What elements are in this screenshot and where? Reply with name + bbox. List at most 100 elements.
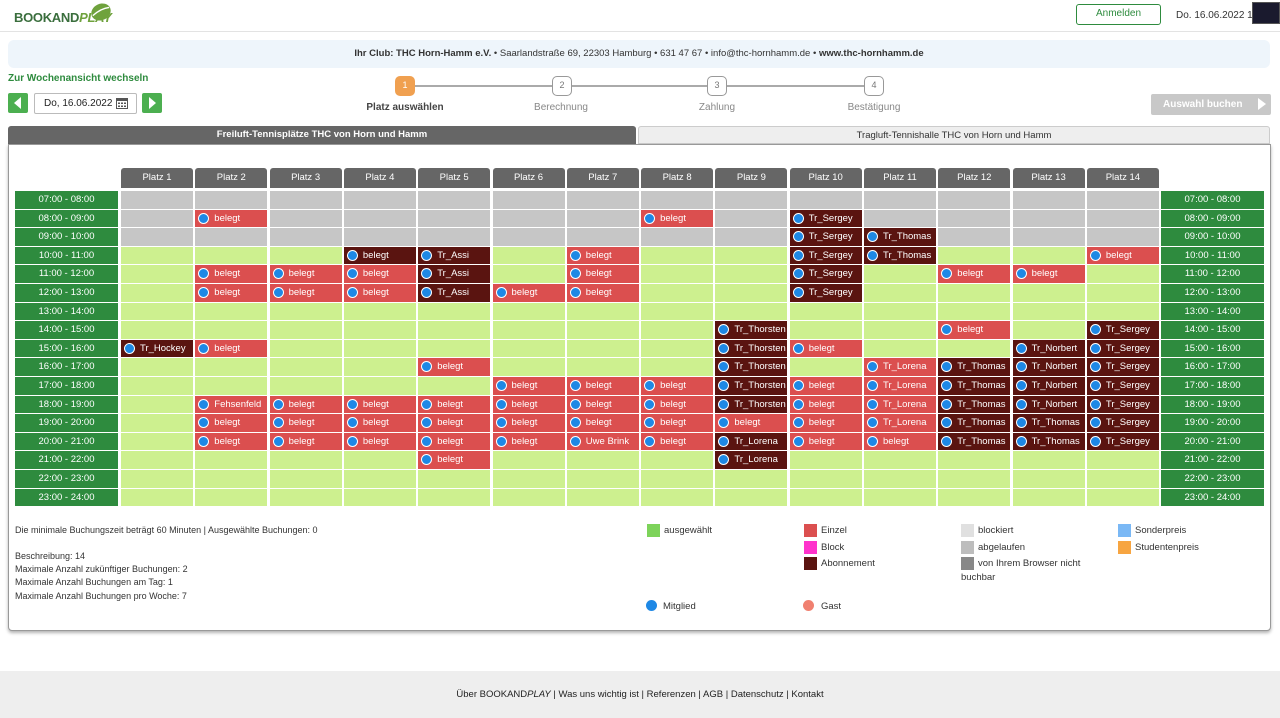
free-slot-cell[interactable] [641,358,714,376]
free-slot-cell[interactable] [1012,302,1085,321]
free-slot-cell[interactable] [566,488,639,507]
free-slot-cell[interactable] [195,302,268,321]
tab-indoor-hall[interactable]: Tragluft-Tennishalle THC von Horn und Ha… [638,126,1270,144]
free-slot-cell[interactable] [195,358,268,376]
free-slot-cell[interactable] [641,321,714,339]
free-slot-cell[interactable] [1086,302,1159,321]
free-slot-cell[interactable] [343,377,416,395]
free-slot-cell[interactable] [492,339,565,358]
free-slot-cell[interactable] [641,302,714,321]
tab-outdoor-courts[interactable]: Freiluft-Tennisplätze THC von Horn und H… [8,126,636,144]
free-slot-cell[interactable] [864,470,936,488]
free-slot-cell[interactable] [1012,488,1085,507]
free-slot-cell[interactable] [343,470,416,488]
free-slot-cell[interactable] [641,339,714,358]
free-slot-cell[interactable] [938,470,1011,488]
free-slot-cell[interactable] [343,302,416,321]
footer-agb-link[interactable]: AGB [703,689,724,700]
free-slot-cell[interactable] [269,321,342,339]
free-slot-cell[interactable] [641,470,714,488]
free-slot-cell[interactable] [1012,284,1085,302]
free-slot-cell[interactable] [789,451,862,469]
free-slot-cell[interactable] [641,284,714,302]
free-slot-cell[interactable] [418,377,491,395]
free-slot-cell[interactable] [715,470,788,488]
free-slot-cell[interactable] [864,321,936,339]
free-slot-cell[interactable] [1086,265,1159,283]
free-slot-cell[interactable] [269,488,342,507]
free-slot-cell[interactable] [1086,470,1159,488]
next-day-button[interactable] [142,93,162,113]
free-slot-cell[interactable] [195,488,268,507]
free-slot-cell[interactable] [269,451,342,469]
free-slot-cell[interactable] [1086,284,1159,302]
free-slot-cell[interactable] [715,488,788,507]
free-slot-cell[interactable] [566,302,639,321]
free-slot-cell[interactable] [121,246,193,265]
footer-important-link[interactable]: Was uns wichtig ist [558,689,639,700]
free-slot-cell[interactable] [269,358,342,376]
free-slot-cell[interactable] [789,358,862,376]
free-slot-cell[interactable] [418,302,491,321]
window-corner-widget[interactable] [1252,2,1280,24]
free-slot-cell[interactable] [269,339,342,358]
free-slot-cell[interactable] [715,302,788,321]
free-slot-cell[interactable] [121,451,193,469]
free-slot-cell[interactable] [1086,451,1159,469]
footer-about-link[interactable]: Über BOOKANDPLAY [456,689,551,700]
free-slot-cell[interactable] [195,377,268,395]
footer-contact-link[interactable]: Kontakt [791,689,824,700]
free-slot-cell[interactable] [789,321,862,339]
date-picker[interactable]: Do, 16.06.2022 [34,93,137,114]
free-slot-cell[interactable] [121,302,193,321]
free-slot-cell[interactable] [641,246,714,265]
free-slot-cell[interactable] [121,321,193,339]
free-slot-cell[interactable] [938,339,1011,358]
free-slot-cell[interactable] [641,265,714,283]
free-slot-cell[interactable] [418,470,491,488]
free-slot-cell[interactable] [938,451,1011,469]
free-slot-cell[interactable] [566,451,639,469]
week-view-link[interactable]: Zur Wochenansicht wechseln [8,73,149,84]
free-slot-cell[interactable] [1012,246,1085,265]
free-slot-cell[interactable] [492,358,565,376]
free-slot-cell[interactable] [492,302,565,321]
free-slot-cell[interactable] [789,302,862,321]
login-button[interactable]: Anmelden [1076,4,1161,25]
free-slot-cell[interactable] [195,246,268,265]
club-website[interactable]: www.thc-hornhamm.de [818,48,924,59]
free-slot-cell[interactable] [1086,488,1159,507]
footer-references-link[interactable]: Referenzen [646,689,696,700]
free-slot-cell[interactable] [121,470,193,488]
free-slot-cell[interactable] [418,488,491,507]
free-slot-cell[interactable] [789,488,862,507]
free-slot-cell[interactable] [492,451,565,469]
free-slot-cell[interactable] [195,451,268,469]
free-slot-cell[interactable] [566,358,639,376]
free-slot-cell[interactable] [269,302,342,321]
free-slot-cell[interactable] [343,358,416,376]
free-slot-cell[interactable] [343,451,416,469]
free-slot-cell[interactable] [938,302,1011,321]
free-slot-cell[interactable] [938,488,1011,507]
free-slot-cell[interactable] [121,377,193,395]
free-slot-cell[interactable] [566,339,639,358]
free-slot-cell[interactable] [121,358,193,376]
free-slot-cell[interactable] [418,339,491,358]
free-slot-cell[interactable] [641,451,714,469]
free-slot-cell[interactable] [938,246,1011,265]
free-slot-cell[interactable] [566,321,639,339]
free-slot-cell[interactable] [492,321,565,339]
free-slot-cell[interactable] [1012,470,1085,488]
free-slot-cell[interactable] [492,488,565,507]
free-slot-cell[interactable] [938,284,1011,302]
free-slot-cell[interactable] [492,265,565,283]
free-slot-cell[interactable] [121,488,193,507]
free-slot-cell[interactable] [864,265,936,283]
club-email[interactable]: info@thc-hornhamm.de [710,48,811,59]
free-slot-cell[interactable] [1012,451,1085,469]
free-slot-cell[interactable] [864,302,936,321]
free-slot-cell[interactable] [195,470,268,488]
free-slot-cell[interactable] [121,414,193,432]
free-slot-cell[interactable] [269,377,342,395]
